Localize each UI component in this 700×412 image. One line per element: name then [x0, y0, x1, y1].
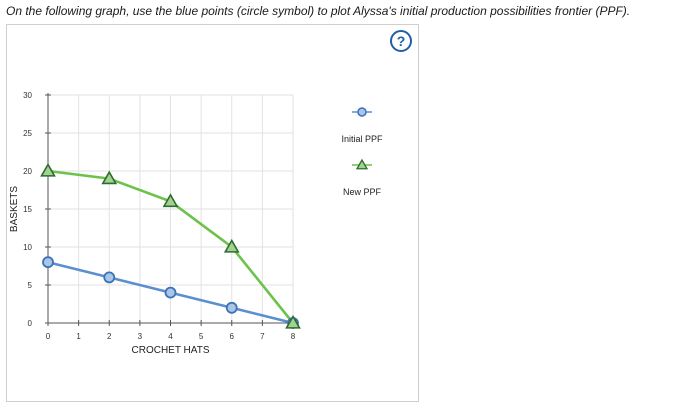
instruction-text: On the following graph, use the blue poi… [6, 4, 631, 18]
x-tick-label: 8 [291, 332, 296, 341]
x-tick-label: 5 [199, 332, 204, 341]
y-tick-label: 15 [23, 205, 32, 214]
x-tick-label: 0 [46, 332, 51, 341]
y-tick-label: 5 [28, 281, 33, 290]
legend-triangle-marker [355, 158, 369, 170]
initial-ppf-point[interactable] [164, 286, 177, 299]
x-tick-label: 4 [168, 332, 173, 341]
legend-new-ppf[interactable]: New PPF [343, 158, 382, 197]
x-tick-label: 7 [260, 332, 265, 341]
legend-label: New PPF [343, 187, 382, 197]
x-tick-label: 6 [230, 332, 235, 341]
y-tick-label: 20 [23, 167, 32, 176]
y-axis-title: BASKETS [9, 186, 20, 232]
x-tick-label: 2 [107, 332, 112, 341]
initial-ppf-point[interactable] [103, 271, 116, 284]
x-tick-label: 3 [138, 332, 143, 341]
x-tick-label: 1 [76, 332, 81, 341]
new-ppf-point[interactable] [101, 170, 118, 185]
series [40, 162, 301, 329]
grid-lines [48, 94, 294, 323]
y-tick-label: 10 [23, 243, 32, 252]
initial-ppf-point[interactable] [225, 301, 238, 314]
new-ppf-point[interactable] [40, 162, 56, 177]
y-tick-label: 25 [23, 129, 32, 138]
legend: Initial PPF New PPF [341, 107, 383, 197]
y-tick-label: 30 [23, 91, 32, 100]
help-button[interactable]: ? [390, 30, 412, 52]
legend-label: Initial PPF [341, 134, 383, 144]
new-ppf-point[interactable] [162, 193, 179, 208]
new-ppf-point[interactable] [285, 314, 301, 329]
legend-initial-ppf[interactable]: Initial PPF [341, 107, 383, 144]
y-tick-label: 0 [28, 319, 33, 328]
x-axis-title: CROCHET HATS [132, 345, 210, 356]
initial-ppf-point[interactable] [42, 256, 54, 269]
new-ppf-point[interactable] [223, 238, 240, 253]
legend-circle-marker [357, 107, 367, 117]
tick-labels: 0 1 2 3 4 5 6 7 8 0 5 10 15 20 25 30 [23, 91, 296, 341]
graph-panel [6, 24, 419, 402]
